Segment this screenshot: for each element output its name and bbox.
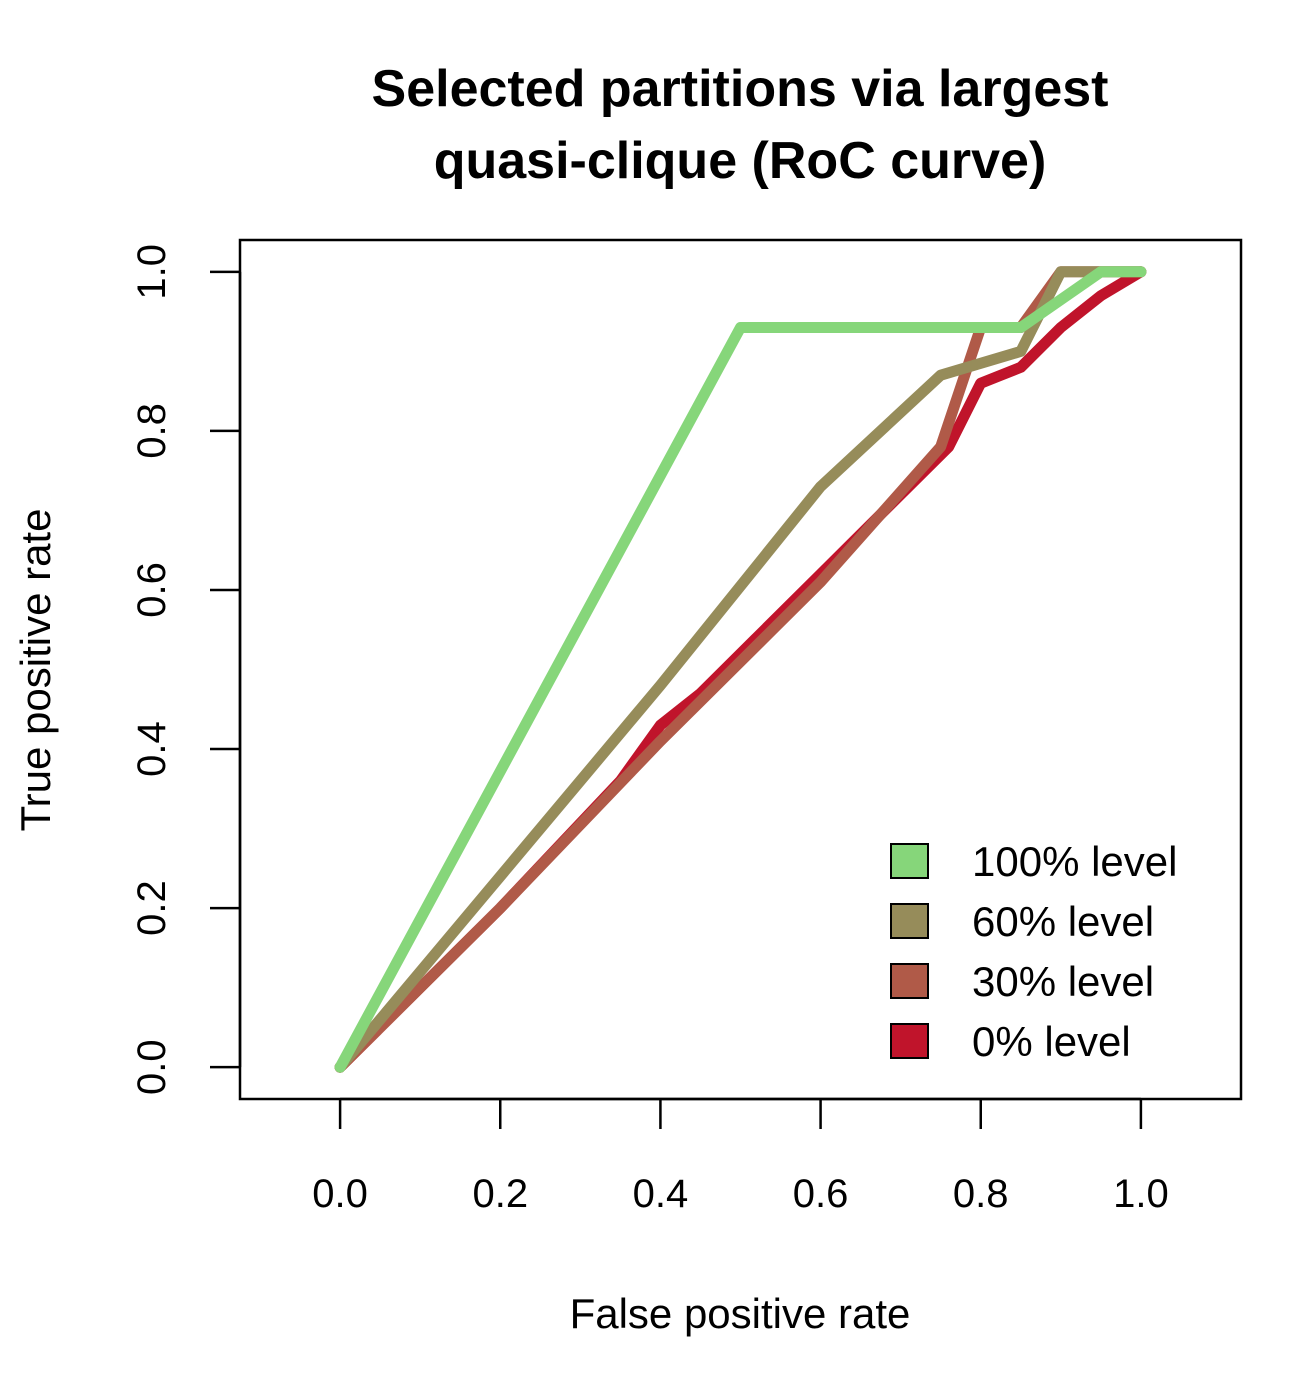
- y-tick-label: 0.2: [130, 880, 174, 936]
- y-tick-label: 0.8: [130, 403, 174, 459]
- legend-label: 100% level: [972, 838, 1177, 885]
- legend-label: 0% level: [972, 1018, 1131, 1065]
- y-axis-title: True positive rate: [12, 509, 59, 832]
- x-axis-title: False positive rate: [570, 1290, 911, 1337]
- legend-swatch: [890, 843, 929, 879]
- legend-swatch: [890, 1023, 929, 1059]
- series-layer: [334, 266, 1147, 1073]
- series-line-30-level: [334, 266, 1147, 1073]
- chart-title-line-2: quasi-clique (RoC curve): [434, 132, 1047, 190]
- y-tick-label: 1.0: [130, 244, 174, 300]
- x-tick-label: 0.8: [953, 1172, 1009, 1216]
- legend-label: 60% level: [972, 898, 1154, 945]
- legend-swatch: [890, 963, 929, 999]
- x-tick-label: 0.4: [633, 1172, 689, 1216]
- chart-title-line-1: Selected partitions via largest: [372, 60, 1109, 118]
- series-line-60-level: [334, 266, 1147, 1073]
- y-tick-label: 0.6: [130, 562, 174, 618]
- x-axis: 0.0 0.2 0.4 0.6 0.8 1.0: [312, 1097, 1169, 1216]
- series-line-100-level: [334, 266, 1147, 1073]
- legend-label: 30% level: [972, 958, 1154, 1005]
- legend: 100% level 60% level 30% level 0% level: [890, 838, 1177, 1065]
- y-axis: 0.0 0.2 0.4 0.6 0.8 1.0: [130, 244, 242, 1095]
- chart-title: Selected partitions via largest quasi-cl…: [372, 60, 1109, 190]
- y-tick-label: 0.4: [130, 721, 174, 777]
- x-tick-label: 0.6: [793, 1172, 849, 1216]
- x-tick-label: 1.0: [1113, 1172, 1169, 1216]
- legend-swatch: [890, 903, 929, 939]
- x-tick-label: 0.0: [312, 1172, 368, 1216]
- x-tick-label: 0.2: [472, 1172, 528, 1216]
- y-tick-label: 0.0: [130, 1039, 174, 1095]
